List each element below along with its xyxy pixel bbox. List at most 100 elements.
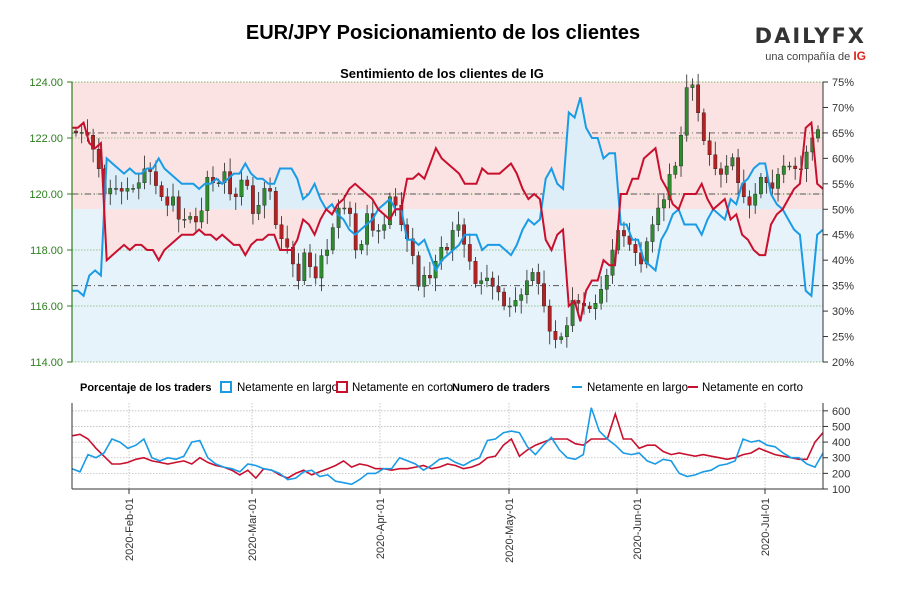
candle-body <box>730 157 735 167</box>
candle-body <box>336 207 341 228</box>
candle-body <box>707 140 712 156</box>
brand-subtitle: una compañía de IG <box>752 49 866 63</box>
legend-row: Porcentaje de los traders Netamente en l… <box>80 381 803 394</box>
right-tick-label: 55% <box>832 179 854 191</box>
candle-body <box>673 165 678 175</box>
candle-body <box>273 190 278 225</box>
candle-body <box>530 272 535 281</box>
candle-body <box>359 244 364 251</box>
candle-body <box>131 188 135 190</box>
candle-body <box>188 216 193 220</box>
candle-body <box>422 275 427 287</box>
short-pct-line <box>72 120 824 322</box>
candle-body <box>701 112 706 142</box>
left-tick-label: 114.00 <box>30 357 63 369</box>
candle-body <box>153 171 158 186</box>
candle-body <box>696 84 701 114</box>
candle-body <box>593 303 598 310</box>
candle-body <box>114 188 118 190</box>
candle-body <box>690 84 695 88</box>
right-tick-label: 35% <box>832 281 854 293</box>
bottom-gridlines <box>72 403 823 490</box>
candle-body <box>302 252 307 282</box>
right-tick-label: 30% <box>832 306 854 318</box>
legend-num-short: Netamente en corto <box>702 382 803 394</box>
candle-body <box>313 266 318 279</box>
candle-body <box>507 305 512 308</box>
candle-body <box>776 174 780 189</box>
candle-body <box>182 218 187 221</box>
candle-body <box>428 275 432 279</box>
candle-body <box>176 196 181 220</box>
candle-body <box>285 238 290 248</box>
candle-body <box>296 263 301 281</box>
candle-body <box>370 213 375 231</box>
right-tick-label: 70% <box>832 102 854 114</box>
candle-body <box>268 188 272 192</box>
bottom-tick-label: 200 <box>832 468 850 480</box>
candle-body <box>456 224 461 231</box>
right-tick-label: 75% <box>832 77 854 89</box>
candle-body <box>142 168 147 184</box>
long-pct-line <box>72 97 824 298</box>
candle-body <box>719 168 723 175</box>
x-tick-label: 2020-Jun-01 <box>632 498 644 560</box>
candle-body <box>91 134 96 150</box>
right-tick-label: 25% <box>832 332 854 344</box>
candle-body <box>502 291 506 307</box>
candle-body <box>239 179 244 197</box>
candle-body <box>319 255 324 279</box>
right-tick-label: 45% <box>832 230 854 242</box>
brand-subtitle-text: una compañía de <box>765 51 851 63</box>
candle-body <box>804 151 809 169</box>
bottom-tick-label: 600 <box>832 406 850 418</box>
left-tick-label: 124.00 <box>29 77 63 89</box>
candle-body <box>119 188 124 192</box>
candle-body <box>96 148 101 169</box>
candle-body <box>490 277 495 287</box>
right-tick-label: 20% <box>832 357 854 369</box>
candle-body <box>736 157 741 184</box>
candle-body <box>171 196 175 206</box>
num-long-line <box>71 407 824 486</box>
candle-body <box>496 286 501 293</box>
candle-body <box>256 204 261 214</box>
candle-body <box>365 213 369 245</box>
candle-body <box>388 196 392 226</box>
candle-body <box>382 224 387 231</box>
candle-body <box>793 165 798 169</box>
left-tick-label: 120.00 <box>29 189 63 201</box>
candle-body <box>536 272 541 284</box>
x-tick-label: 2020-Apr-01 <box>375 498 387 559</box>
candle-body <box>547 305 552 332</box>
candle-body <box>467 244 472 262</box>
candle-body <box>393 196 398 206</box>
candle-body <box>724 165 729 175</box>
candle-body <box>519 294 524 301</box>
candle-body <box>479 280 484 284</box>
traders-panel: 100 200 300 400 500 600 2020-Feb-01 2020-Mar-0… <box>71 403 850 563</box>
candle-body <box>787 165 792 168</box>
candle-body <box>587 305 592 309</box>
right-tick-label: 65% <box>832 128 854 140</box>
brand-wordmark: DAILYFX <box>754 24 866 48</box>
candle-body <box>125 188 130 192</box>
x-axis-ticks: 2020-Feb-01 2020-Mar-01 2020-Apr-01 2020-Ma… <box>124 489 772 563</box>
candle-body <box>599 289 604 304</box>
candle-body <box>753 193 758 206</box>
candle-body <box>79 132 84 134</box>
candle-body <box>525 280 529 295</box>
candle-body <box>376 230 381 232</box>
short-area <box>72 209 823 322</box>
candle-body <box>679 134 683 167</box>
legend-short-box <box>336 381 348 393</box>
legend-pct-long: Netamente en largo <box>237 382 338 394</box>
right-tick-label: 40% <box>832 255 854 267</box>
candle-body <box>662 199 666 209</box>
candle-body <box>228 171 232 195</box>
candle-body <box>136 182 141 189</box>
candle-body <box>108 188 113 195</box>
candle-body <box>747 196 752 206</box>
x-tick-label: 2020-May-01 <box>504 498 516 563</box>
